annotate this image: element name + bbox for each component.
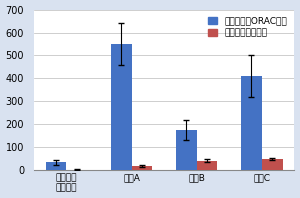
Bar (197, 161, 218, 170)
Bar (176, 130, 197, 170)
Bar (241, 76, 262, 170)
Bar (111, 44, 132, 170)
Bar (67, 169, 87, 170)
Bar (262, 159, 283, 170)
Bar (46, 162, 67, 170)
Bar (132, 166, 152, 170)
Legend: 抗酸化能（ORAC値）, 総フェノール含量: 抗酸化能（ORAC値）, 総フェノール含量 (206, 14, 290, 40)
